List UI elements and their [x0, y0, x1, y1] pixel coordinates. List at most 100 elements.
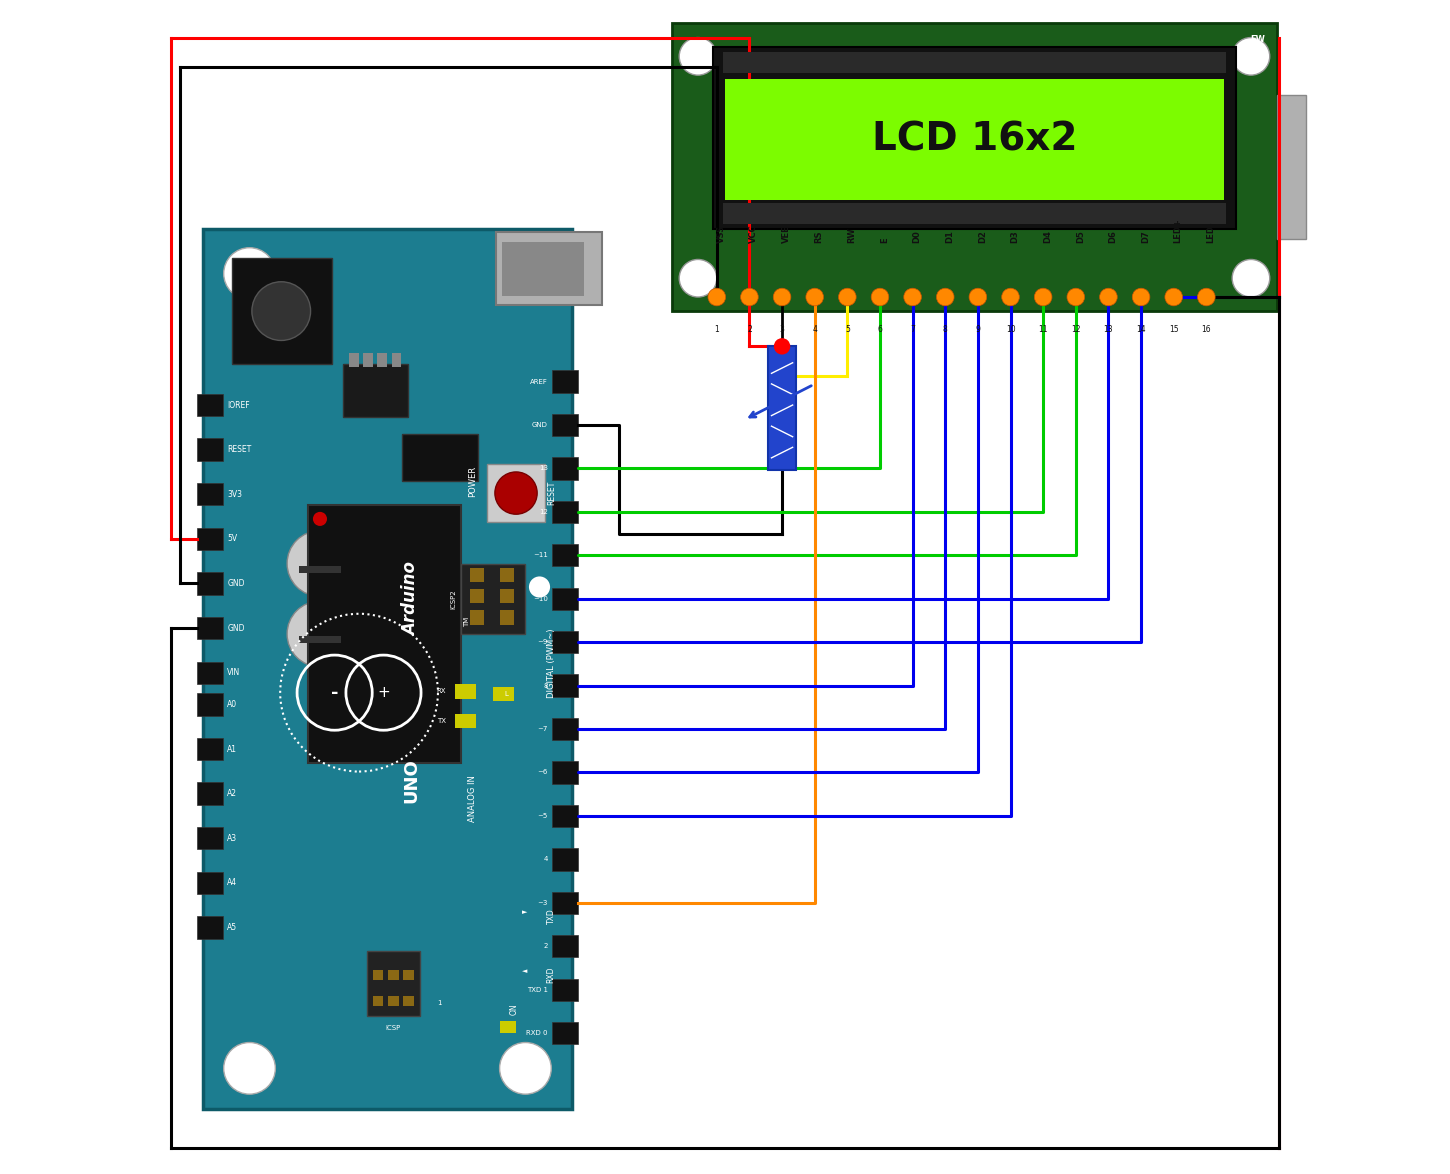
- Text: TXD 1: TXD 1: [526, 986, 548, 993]
- Circle shape: [838, 289, 855, 306]
- Bar: [500, 610, 513, 625]
- Bar: [552, 500, 579, 524]
- Text: EW: EW: [1250, 35, 1264, 45]
- Bar: [713, 47, 1235, 229]
- Text: ~5: ~5: [538, 812, 548, 819]
- Text: 2: 2: [747, 325, 751, 335]
- Text: VIN: VIN: [228, 668, 241, 677]
- Bar: [197, 528, 222, 549]
- Text: A3: A3: [228, 834, 238, 843]
- Bar: [197, 738, 222, 761]
- Text: DIGITAL (PWM~): DIGITAL (PWM~): [547, 628, 555, 699]
- Text: L: L: [505, 690, 507, 697]
- Bar: [552, 979, 579, 1000]
- Bar: [500, 1021, 516, 1033]
- Circle shape: [871, 289, 889, 306]
- Text: ◄: ◄: [522, 967, 528, 974]
- Bar: [197, 917, 222, 939]
- Text: GND: GND: [228, 623, 245, 633]
- Circle shape: [287, 531, 352, 596]
- Text: 7: 7: [911, 325, 915, 335]
- Bar: [197, 618, 222, 639]
- Bar: [552, 371, 579, 392]
- Circle shape: [223, 1043, 276, 1094]
- Bar: [470, 610, 484, 625]
- Bar: [470, 589, 484, 603]
- Bar: [552, 587, 579, 610]
- Bar: [403, 996, 413, 1006]
- Circle shape: [494, 472, 536, 514]
- Circle shape: [773, 289, 790, 306]
- Text: RESET: RESET: [548, 481, 557, 505]
- Text: AREF: AREF: [529, 378, 548, 385]
- Bar: [500, 568, 513, 582]
- Text: D4: D4: [1043, 230, 1053, 243]
- Text: RESET: RESET: [228, 445, 251, 454]
- Bar: [197, 662, 222, 683]
- Bar: [455, 714, 476, 728]
- Text: ANALOG IN: ANALOG IN: [468, 775, 477, 822]
- Bar: [493, 687, 513, 701]
- Bar: [552, 761, 579, 784]
- Bar: [552, 717, 579, 741]
- Text: ICSP: ICSP: [386, 1025, 400, 1031]
- Text: ~9: ~9: [538, 639, 548, 646]
- Text: IOREF: IOREF: [228, 400, 249, 410]
- Text: D5: D5: [1076, 230, 1085, 243]
- Text: LED+: LED+: [1173, 218, 1183, 243]
- Text: TXD: TXD: [547, 908, 555, 924]
- Bar: [455, 684, 476, 699]
- Circle shape: [679, 38, 716, 75]
- Bar: [389, 970, 399, 980]
- Bar: [552, 935, 579, 958]
- Text: D3: D3: [1011, 230, 1019, 243]
- Bar: [402, 434, 478, 481]
- Bar: [344, 364, 407, 417]
- Text: 14: 14: [1137, 325, 1146, 335]
- Bar: [487, 464, 545, 522]
- Text: RS: RS: [815, 230, 824, 243]
- Bar: [232, 258, 332, 364]
- Text: UNO: UNO: [402, 758, 420, 803]
- Text: VEE: VEE: [782, 225, 792, 243]
- Bar: [377, 353, 387, 367]
- Bar: [552, 1021, 579, 1045]
- Bar: [496, 232, 602, 305]
- Bar: [552, 457, 579, 479]
- Bar: [552, 414, 579, 437]
- Circle shape: [529, 576, 550, 598]
- Text: 9: 9: [976, 325, 980, 335]
- Text: 5: 5: [845, 325, 850, 335]
- Bar: [349, 353, 358, 367]
- Text: 2: 2: [544, 943, 548, 950]
- Bar: [552, 805, 579, 826]
- Bar: [673, 23, 1277, 311]
- Bar: [500, 589, 513, 603]
- Circle shape: [1232, 38, 1270, 75]
- Text: VCC: VCC: [750, 224, 758, 243]
- Circle shape: [741, 289, 758, 306]
- Text: D2: D2: [977, 230, 987, 243]
- Bar: [203, 229, 573, 1109]
- Text: -: -: [331, 683, 338, 702]
- Text: LCD 16x2: LCD 16x2: [871, 120, 1077, 158]
- Text: GND: GND: [532, 421, 548, 429]
- Bar: [461, 564, 525, 634]
- Bar: [722, 203, 1227, 224]
- Circle shape: [806, 289, 824, 306]
- Text: 3: 3: [780, 325, 784, 335]
- Text: ~7: ~7: [538, 726, 548, 733]
- Text: 4: 4: [544, 856, 548, 863]
- Bar: [552, 848, 579, 870]
- Bar: [470, 568, 484, 582]
- Bar: [309, 505, 461, 763]
- Circle shape: [1198, 289, 1215, 306]
- Text: D6: D6: [1108, 230, 1118, 243]
- Bar: [197, 484, 222, 505]
- Bar: [768, 346, 796, 470]
- Text: 13: 13: [539, 465, 548, 472]
- Text: RXD 0: RXD 0: [526, 1030, 548, 1037]
- Circle shape: [1132, 289, 1150, 306]
- Text: Arduino: Arduino: [402, 562, 420, 635]
- Circle shape: [1099, 289, 1118, 306]
